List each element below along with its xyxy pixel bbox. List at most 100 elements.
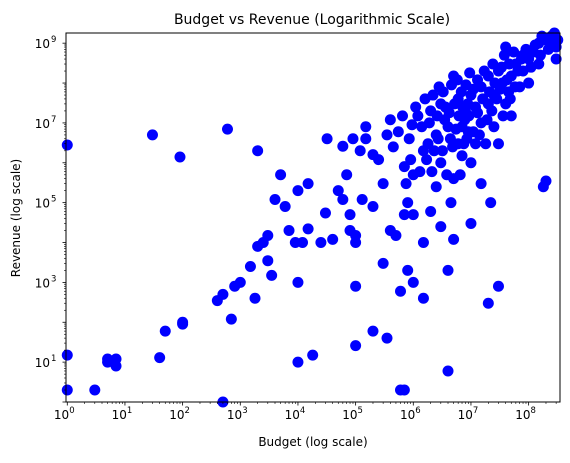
data-point (501, 74, 513, 86)
data-point (279, 201, 291, 213)
data-point (412, 110, 424, 122)
data-point (480, 138, 492, 150)
data-point (61, 384, 73, 396)
data-point (494, 83, 506, 95)
x-tick-label: 107 (458, 406, 479, 422)
data-point (292, 185, 304, 197)
data-point (244, 261, 256, 273)
data-point (407, 276, 419, 288)
data-point (381, 332, 393, 344)
data-point (356, 194, 368, 205)
data-point (217, 288, 229, 300)
x-tick-label: 101 (112, 406, 133, 422)
data-point (377, 178, 389, 190)
x-tick-label: 102 (169, 406, 190, 422)
data-point (423, 117, 435, 129)
data-point (417, 292, 429, 304)
data-point (475, 178, 487, 190)
data-point (550, 53, 562, 65)
data-point (381, 129, 393, 141)
data-point (398, 161, 410, 173)
data-point (497, 110, 509, 122)
data-point (315, 237, 327, 249)
data-point (485, 197, 497, 209)
data-point (425, 206, 437, 217)
data-point (472, 107, 484, 119)
data-point (450, 123, 462, 135)
data-point (508, 46, 520, 58)
data-point (292, 276, 304, 288)
data-point (536, 30, 548, 42)
data-point (473, 129, 485, 141)
data-point (498, 49, 510, 61)
data-point (410, 101, 422, 113)
data-point (392, 126, 404, 138)
data-point (61, 139, 73, 151)
data-point (373, 154, 385, 166)
data-point (421, 154, 433, 166)
data-point (159, 325, 171, 337)
data-point (552, 34, 564, 46)
data-point (447, 141, 459, 153)
data-point (275, 169, 287, 181)
x-tick-label: 103 (227, 406, 248, 422)
data-point (249, 292, 261, 304)
data-point (529, 39, 541, 51)
data-point (534, 49, 546, 61)
data-point (367, 201, 379, 213)
data-point (462, 98, 474, 110)
data-point (354, 145, 366, 157)
x-tick-label: 106 (400, 406, 421, 422)
data-point (492, 280, 504, 292)
data-point (463, 110, 475, 122)
data-point (302, 178, 314, 190)
data-point (403, 133, 415, 145)
y-tick-exponent: 7 (51, 115, 56, 125)
x-axis-title: Budget (log scale) (258, 435, 367, 449)
data-point (321, 133, 333, 145)
data-point (478, 65, 490, 77)
data-point (360, 133, 372, 145)
data-point (427, 89, 439, 101)
data-point (470, 138, 482, 150)
x-tick-label: 100 (54, 406, 75, 422)
data-point (337, 194, 349, 205)
data-point (540, 175, 552, 187)
data-point (402, 264, 414, 276)
data-point (110, 360, 122, 372)
data-point (252, 145, 264, 157)
data-point (484, 86, 496, 98)
data-point (443, 107, 455, 119)
plot-frame (65, 32, 561, 403)
data-point (384, 114, 396, 126)
data-point (442, 264, 454, 276)
data-point (400, 178, 412, 190)
data-points (61, 27, 564, 408)
data-point (430, 181, 442, 193)
data-point (269, 194, 281, 205)
data-point (426, 166, 438, 178)
data-point (515, 53, 527, 65)
data-point (174, 151, 186, 163)
y-tick-label: 10 (35, 117, 50, 131)
y-tick-exponent: 3 (51, 274, 56, 284)
data-point (491, 93, 503, 105)
data-point (387, 141, 399, 153)
x-tick-label: 105 (342, 406, 363, 422)
y-tick-exponent: 1 (51, 354, 56, 364)
data-point (437, 86, 449, 98)
data-point (431, 110, 443, 122)
data-point (488, 121, 500, 133)
data-point (436, 145, 448, 157)
data-point (461, 133, 473, 145)
data-point (225, 313, 237, 325)
data-point (360, 121, 372, 133)
data-point (154, 352, 166, 364)
data-point (377, 257, 389, 269)
data-point (451, 74, 463, 86)
y-tick-label: 10 (35, 197, 50, 211)
data-point (221, 123, 233, 135)
data-point (520, 43, 532, 55)
data-point (454, 169, 466, 181)
